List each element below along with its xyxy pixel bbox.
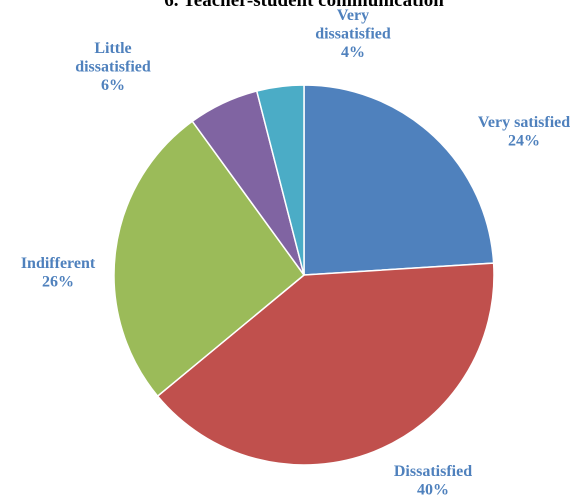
pie-slice-very-dissatisfied [255, 84, 305, 276]
pie-slice-indifferent [113, 120, 306, 398]
slice-label-little-dissatisfied: Little dissatisfied 6% [75, 40, 151, 94]
pie-slices [113, 84, 495, 466]
pie-labels: Very satisfied 24% Dissatisfied 40% Indiffer… [21, 7, 570, 498]
slice-label-very-dissatisfied: Very dissatisfied 4% [315, 7, 391, 61]
slice-label-very-satisfied: Very satisfied 24% [478, 114, 570, 149]
slice-label-indifferent: Indifferent 26% [21, 255, 96, 290]
slice-label-dissatisfied: Dissatisfied 40% [394, 463, 472, 498]
chart-title: 6. Teacher-student communication [164, 0, 444, 11]
pie-slice-very-satisfied [303, 84, 495, 276]
pie-slice-dissatisfied [156, 262, 495, 466]
